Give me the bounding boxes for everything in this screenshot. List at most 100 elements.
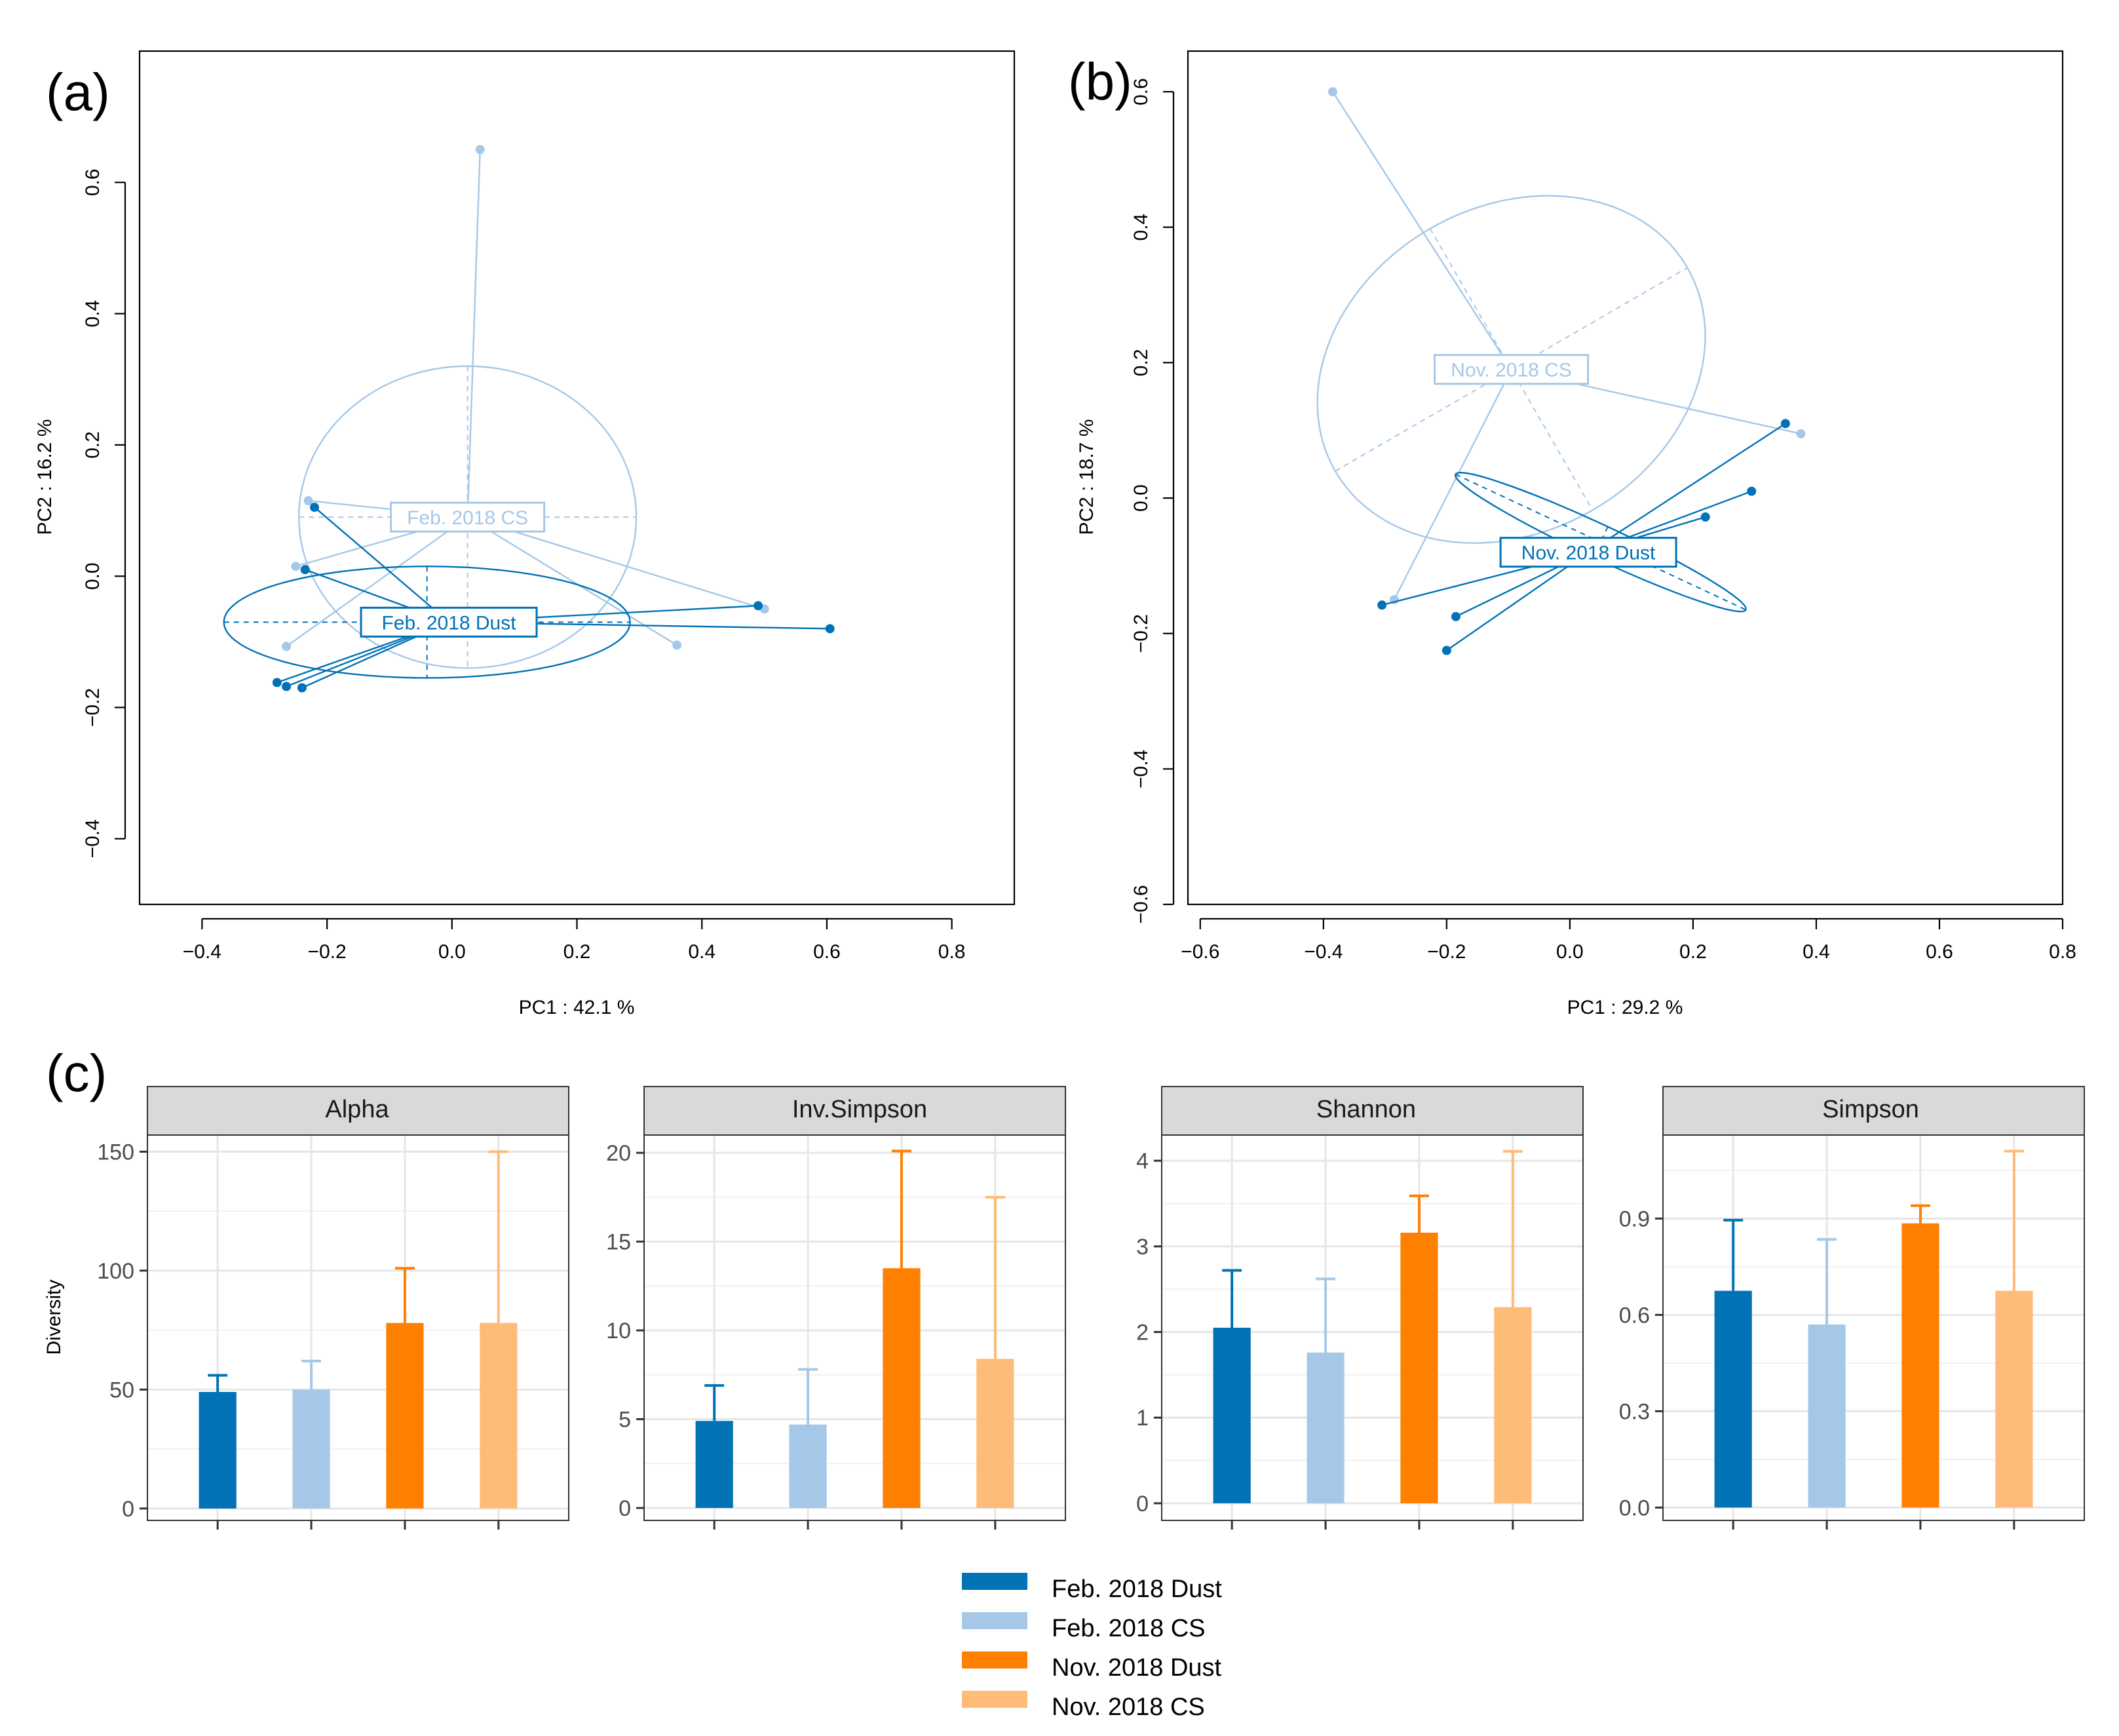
ellipse-axis-major <box>1335 267 1688 472</box>
y-tick-label: 4 <box>1136 1149 1149 1174</box>
facet-strip <box>643 1086 1066 1136</box>
data-point <box>303 496 313 506</box>
bar <box>1808 1324 1846 1508</box>
facet-border <box>147 1134 569 1521</box>
y-tick-label: 0.6 <box>1619 1303 1650 1328</box>
y-tick-label: 0.6 <box>1130 78 1152 106</box>
spider-line <box>467 149 481 518</box>
x-tick-label: 0.0 <box>438 941 466 963</box>
bar <box>695 1421 733 1509</box>
x-tick-label: 0.6 <box>813 941 841 963</box>
bar <box>976 1359 1014 1509</box>
y-tick-label: −0.6 <box>1130 885 1152 923</box>
facet-alpha: 0 50 100 150 <box>97 1086 569 1530</box>
bar <box>883 1268 921 1509</box>
y-tick-label: 2 <box>1136 1321 1149 1345</box>
facet-border <box>643 1134 1066 1521</box>
data-point <box>1796 429 1806 438</box>
pcoa-b-xlabel: PC1 : 29.2 % <box>1567 997 1683 1018</box>
plot-frame <box>1187 50 2064 906</box>
y-tick-label: 0.0 <box>1130 484 1152 512</box>
spider-line <box>1393 369 1512 600</box>
y-tick-label: −0.2 <box>1130 614 1152 653</box>
bar <box>1494 1307 1532 1503</box>
facet-title-alpha: Alpha <box>325 1096 389 1123</box>
pcoa-a-xlabel: PC1 : 42.1 % <box>519 997 635 1018</box>
bar-ylabel: Diversity <box>43 1279 65 1355</box>
data-point <box>310 503 319 512</box>
data-point <box>1780 419 1790 429</box>
centroid-label-box <box>360 606 538 638</box>
centroid-label: Nov. 2018 Dust <box>1521 543 1656 564</box>
y-tick-label: 0.3 <box>1619 1399 1650 1424</box>
group-feb-2018-cs: Feb. 2018 CS <box>282 145 769 669</box>
legend-swatch <box>962 1612 1027 1629</box>
pcoa-b-ylabel: PC2 : 18.7 % <box>1076 419 1098 535</box>
x-tick-label: 0.4 <box>1803 941 1830 963</box>
bar <box>1901 1223 1939 1508</box>
x-tick-label: 0.6 <box>1926 941 1953 963</box>
centroid-label-box <box>1434 354 1590 385</box>
facet-simpson: 0.0 0.3 0.6 0.9 <box>1619 1086 2085 1530</box>
spider-line <box>467 516 678 646</box>
data-point <box>1327 87 1337 96</box>
y-tick-label: 150 <box>97 1140 134 1165</box>
data-point <box>282 642 292 651</box>
data-point <box>825 624 835 634</box>
y-tick-label: 10 <box>606 1319 631 1343</box>
y-tick-label: 0 <box>1136 1492 1149 1516</box>
pcoa-b: −0.6 −0.4 −0.2 0.0 0.2 0.4 0.6 0.8 −0.6 −0.4 −0.2 0… <box>1130 50 2076 963</box>
centroid-label: Feb. 2018 Dust <box>381 612 516 634</box>
x-tick-label: 0.2 <box>563 941 591 963</box>
data-point <box>1377 600 1387 610</box>
data-point <box>300 565 310 575</box>
centroid-label-box <box>1499 537 1677 568</box>
y-tick-label: 15 <box>606 1230 631 1255</box>
legend-label-nov-dust: Nov. 2018 Dust <box>1052 1654 1222 1682</box>
x-tick-label: 0.8 <box>2049 941 2076 963</box>
data-point <box>754 601 763 611</box>
y-tick-label: 1 <box>1136 1406 1149 1431</box>
data-point <box>1441 646 1451 655</box>
y-tick-label: 0.9 <box>1619 1206 1650 1231</box>
centroid-label: Nov. 2018 CS <box>1451 360 1572 381</box>
legend-swatch <box>962 1691 1027 1708</box>
data-point <box>475 145 485 155</box>
y-tick-label: 100 <box>97 1259 134 1284</box>
y-tick-label: 50 <box>109 1378 134 1402</box>
x-tick-label: −0.6 <box>1181 941 1219 963</box>
y-tick-label: 0.4 <box>1130 214 1152 241</box>
y-tick-label: 0.2 <box>1130 349 1152 376</box>
y-tick-label: −0.4 <box>82 819 104 858</box>
panel-label-c: (c) <box>46 1044 107 1102</box>
y-tick-label: 0.6 <box>82 168 104 196</box>
bar <box>199 1392 237 1509</box>
data-point <box>1700 512 1710 522</box>
group-feb-2018-dust: Feb. 2018 Dust <box>223 503 835 693</box>
legend-label-feb-dust: Feb. 2018 Dust <box>1052 1575 1222 1603</box>
data-point <box>291 562 301 571</box>
facet-inv-simpson: 0 5 10 15 20 <box>606 1086 1066 1530</box>
y-tick-label: 0.0 <box>82 562 104 590</box>
y-tick-label: 0 <box>122 1497 134 1522</box>
plot-frame <box>138 50 1016 906</box>
legend-swatch <box>962 1573 1027 1590</box>
spider-line <box>1331 91 1512 370</box>
centroid-label-box <box>390 501 546 533</box>
y-tick-label: 0.4 <box>82 300 104 328</box>
bar <box>1307 1352 1345 1503</box>
x-tick-label: −0.4 <box>183 941 221 963</box>
x-tick-label: −0.4 <box>1304 941 1343 963</box>
x-tick-label: −0.2 <box>307 941 346 963</box>
y-tick-label: 5 <box>619 1408 631 1433</box>
facet-border <box>1662 1134 2085 1521</box>
ellipse-axis-minor <box>1429 228 1594 511</box>
bar <box>1400 1232 1438 1503</box>
facet-shannon: 0 1 2 3 4 <box>1136 1086 1584 1530</box>
facet-title-simpson: Simpson <box>1822 1096 1919 1123</box>
legend-label-feb-cs: Feb. 2018 CS <box>1052 1615 1205 1642</box>
spider-line <box>1446 551 1589 651</box>
group-nov-2018-cs: Nov. 2018 CS <box>1316 87 1806 604</box>
panel-label-b: (b) <box>1068 52 1132 111</box>
